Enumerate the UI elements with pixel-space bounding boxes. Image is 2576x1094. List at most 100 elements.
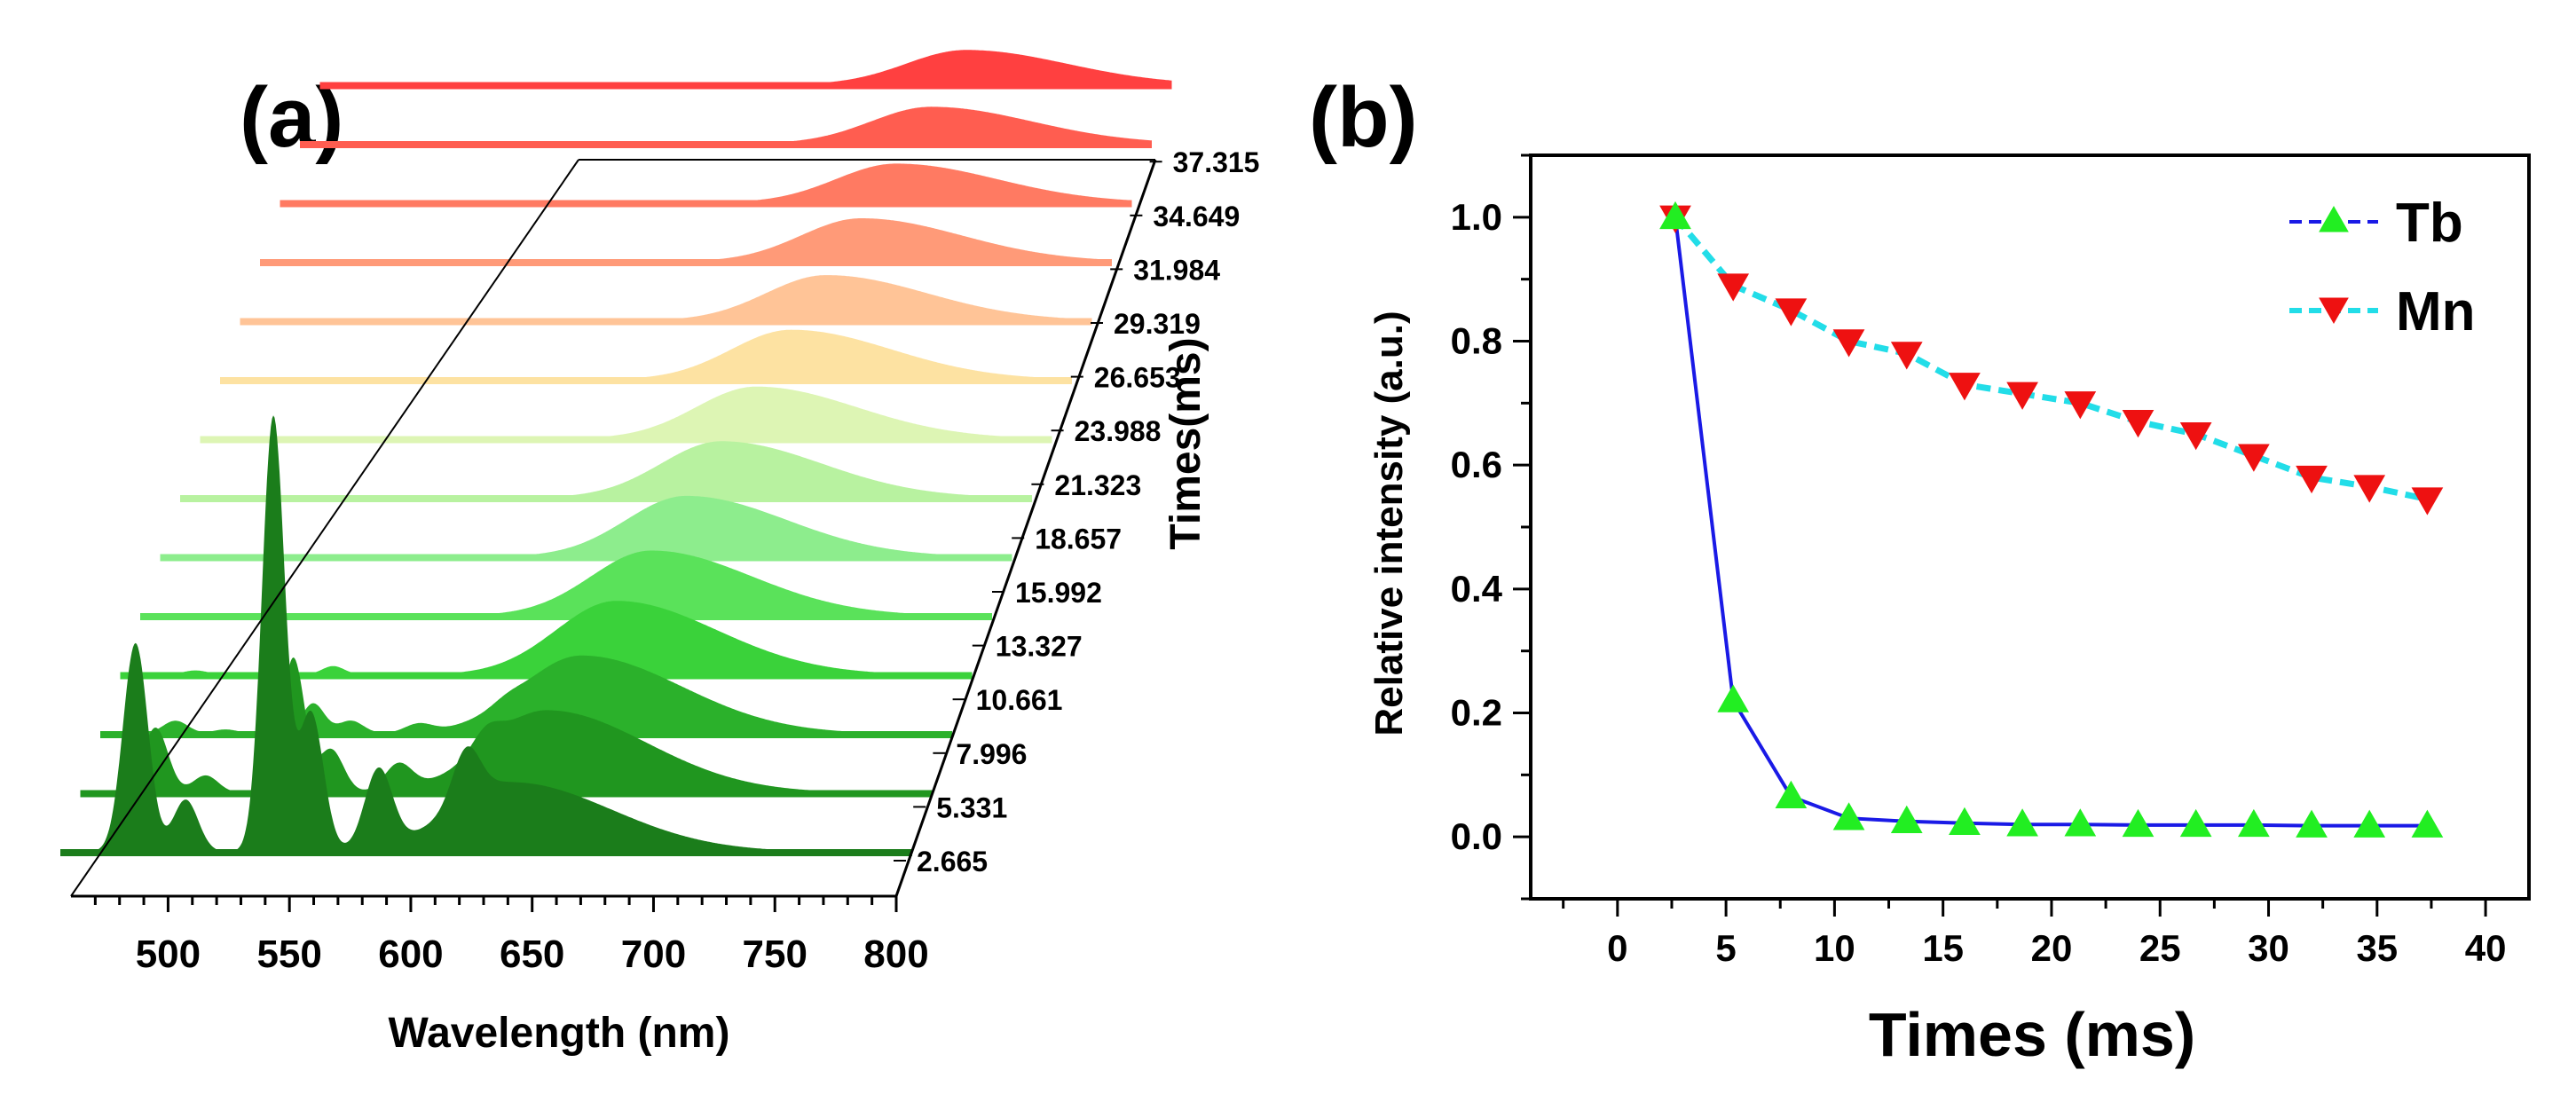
time-axis-line xyxy=(894,159,1157,897)
marker-tb xyxy=(1717,684,1750,712)
x-tick-label: 5 xyxy=(1715,927,1736,969)
wavelength-tick-label: 600 xyxy=(378,933,443,976)
legend: Tb Mn xyxy=(2289,193,2476,342)
marker-tb xyxy=(1775,780,1808,809)
marker-tb xyxy=(2353,809,2386,838)
spectrum-area-13.327 xyxy=(140,550,992,616)
time-tick-label: 37.315 xyxy=(1173,146,1260,178)
marker-tb xyxy=(2064,808,2097,837)
time-tick-label: 13.327 xyxy=(996,631,1083,663)
spectrum-baseline-37.315 xyxy=(319,82,1172,90)
marker-mn xyxy=(2238,444,2270,472)
spectrum-area-23.988 xyxy=(220,329,1072,380)
time-tick-label: 15.992 xyxy=(1015,577,1102,609)
x-tick-label: 25 xyxy=(2139,927,2181,969)
marker-mn xyxy=(1890,342,1923,370)
y-tick-label: 0.0 xyxy=(1451,815,1502,857)
legend-label-mn: Mn xyxy=(2396,281,2476,342)
x-tick-label: 15 xyxy=(1922,927,1964,969)
spectrum-area-29.319 xyxy=(260,218,1112,262)
wavelength-axis-title: Wavelength (nm) xyxy=(389,1010,730,1057)
time-tick-label: 10.661 xyxy=(976,684,1063,716)
spectrum-baseline-18.657 xyxy=(180,495,1032,502)
spectrum-baseline-2.665 xyxy=(60,849,912,856)
spectrum-baseline-29.319 xyxy=(260,259,1112,266)
marker-tb xyxy=(2238,808,2270,838)
time-tick-label: 18.657 xyxy=(1035,523,1122,555)
wavelength-tick-label: 700 xyxy=(621,933,686,976)
marker-tb xyxy=(2296,809,2328,838)
spectrum-area-10.661 xyxy=(120,601,973,675)
y-tick-label: 0.4 xyxy=(1451,568,1503,610)
marker-tb xyxy=(2179,808,2212,838)
x-tick-label: 20 xyxy=(2031,927,2073,969)
time-tick-label: 7.996 xyxy=(956,738,1027,770)
legend-marker-tb xyxy=(2319,205,2349,232)
spectrum-baseline-23.988 xyxy=(220,377,1072,384)
x-tick-label: 35 xyxy=(2356,927,2398,969)
panel-b-series xyxy=(1659,201,2444,838)
panel-a-waterfall: (a) 500 550 600 650 700 750 800 2.6655.3317.99… xyxy=(60,50,1259,1057)
marker-mn xyxy=(1775,298,1808,327)
marker-mn xyxy=(2122,410,2155,438)
y-tick-label: 0.2 xyxy=(1451,692,1502,734)
spectrum-area-2.665 xyxy=(60,415,912,852)
spectra-stack xyxy=(60,50,1172,856)
spectrum-area-34.649 xyxy=(300,106,1152,144)
marker-mn xyxy=(2179,422,2212,451)
marker-tb xyxy=(1659,201,1691,230)
y-tick-label: 0.8 xyxy=(1451,320,1502,362)
spectrum-baseline-31.984 xyxy=(280,200,1132,208)
marker-tb xyxy=(2006,808,2038,837)
legend-label-tb: Tb xyxy=(2396,193,2463,254)
time-tick-label: 23.988 xyxy=(1075,415,1162,447)
panel-b-ticks: 0 5 10 15 20 25 30 35 40 0.0 0.2 0.4 0.6 0.8 1.0 xyxy=(1451,153,2507,969)
marker-tb xyxy=(2411,809,2444,838)
spectrum-baseline-15.992 xyxy=(160,554,1012,562)
wavelength-tick-label: 550 xyxy=(256,933,321,976)
spectrum-area-37.315 xyxy=(319,50,1172,85)
time-tick-label: 26.653 xyxy=(1094,362,1181,394)
relative-intensity-axis-title: Relative intensity (a.u.) xyxy=(1367,311,1411,736)
marker-mn xyxy=(2353,475,2386,503)
marker-tb xyxy=(1832,802,1865,830)
series-line-mn xyxy=(1673,215,2429,503)
spectrum-area-18.657 xyxy=(180,441,1032,498)
marker-tb xyxy=(1890,805,1923,833)
wavelength-tick-label: 650 xyxy=(500,933,564,976)
wavelength-tick-labels: 500 550 600 650 700 750 800 xyxy=(93,896,929,976)
spectrum-baseline-21.323 xyxy=(200,436,1052,444)
time-tick-label: 5.331 xyxy=(936,791,1007,823)
x-tick-label: 40 xyxy=(2465,927,2507,969)
time-tick-label: 34.649 xyxy=(1153,201,1240,232)
panel-b-decay-plot: (b) 0 5 10 15 20 25 30 35 40 0.0 0.2 0.4 0.6 0.8 1.0 T… xyxy=(1309,70,2531,1069)
x-tick-label: 10 xyxy=(1814,927,1855,969)
wavelength-tick-label: 500 xyxy=(136,933,201,976)
spectrum-baseline-26.653 xyxy=(240,318,1092,326)
marker-tb xyxy=(2122,808,2155,838)
marker-mn xyxy=(1832,329,1865,358)
x-tick-label: 30 xyxy=(2248,927,2289,969)
time-tick-label: 2.665 xyxy=(917,846,988,878)
marker-tb xyxy=(1949,807,1981,836)
marker-mn xyxy=(2411,487,2444,516)
spectrum-area-21.323 xyxy=(200,386,1052,439)
wavelength-tick-label: 750 xyxy=(743,933,807,976)
left-depth-edge xyxy=(70,159,579,897)
y-tick-label: 0.6 xyxy=(1451,444,1502,485)
spectrum-area-26.653 xyxy=(240,275,1092,321)
panel-b-label: (b) xyxy=(1309,70,1418,165)
spectrum-baseline-34.649 xyxy=(300,141,1152,148)
spectrum-area-31.984 xyxy=(280,163,1132,203)
spectrum-area-15.992 xyxy=(160,495,1012,557)
marker-mn xyxy=(1949,373,1981,401)
marker-mn xyxy=(2296,465,2328,494)
marker-mn xyxy=(2064,391,2097,420)
spectrum-baseline-13.327 xyxy=(140,613,992,620)
x-tick-label: 0 xyxy=(1607,927,1627,969)
time-tick-labels: 2.665 5.331 7.996 10.661 13.327 15.992 18.657 2… xyxy=(894,146,1259,878)
time-tick-label: 29.319 xyxy=(1114,308,1201,340)
y-tick-label: 1.0 xyxy=(1451,196,1502,238)
times-axis-title-b: Times (ms) xyxy=(1869,1000,2195,1069)
